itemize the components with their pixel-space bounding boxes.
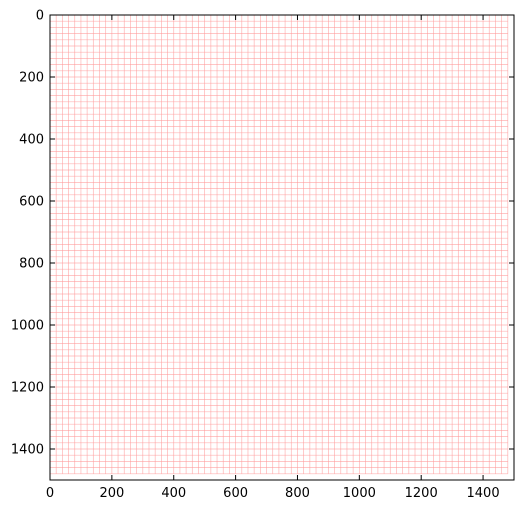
y-axis: 0 200 400 600 800 1000 1200 1400 [11, 9, 514, 458]
x-tick-label: 0 [46, 486, 54, 501]
y-tick-label: 0 [36, 9, 44, 24]
y-tick-label: 800 [19, 257, 44, 272]
y-tick-label: 1000 [11, 319, 44, 334]
axes-frame [49, 14, 515, 481]
x-tick-label: 1400 [467, 486, 500, 501]
x-tick-label: 1000 [343, 486, 376, 501]
x-tick-label: 200 [99, 486, 124, 501]
x-tick-label: 600 [223, 486, 248, 501]
y-tick-label: 400 [19, 133, 44, 148]
y-tick-label: 1200 [11, 381, 44, 396]
x-axis: 0 200 400 600 800 1000 1200 1400 [46, 15, 500, 501]
heatmap-image [50, 15, 509, 475]
y-tick-label: 600 [19, 195, 44, 210]
x-tick-label: 1200 [405, 486, 438, 501]
x-tick-label: 800 [285, 486, 310, 501]
y-tick-label: 200 [19, 71, 44, 86]
y-tick-label: 1400 [11, 443, 44, 458]
x-tick-label: 400 [161, 486, 186, 501]
